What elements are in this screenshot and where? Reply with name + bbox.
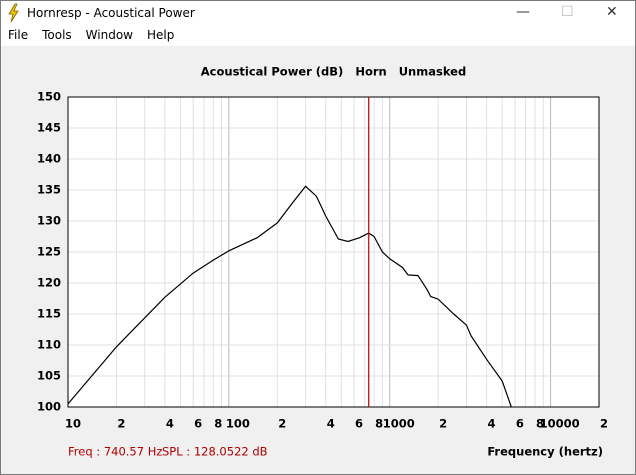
chart: Acoustical Power (dB) Horn Unmasked 10 2 4 6… bbox=[37, 65, 608, 459]
y-tick-label: 135 bbox=[37, 183, 61, 197]
x-tick-label: 10000 bbox=[540, 417, 580, 431]
window-title: Hornresp - Acoustical Power bbox=[27, 6, 195, 20]
x-tick-label: 4 bbox=[488, 417, 496, 431]
x-tick-label: 2 bbox=[439, 417, 447, 431]
x-tick-label: 100 bbox=[226, 417, 250, 431]
y-tick-label: 145 bbox=[37, 121, 61, 135]
x-tick-label: 10 bbox=[65, 417, 81, 431]
minimize-button[interactable]: — bbox=[516, 4, 530, 20]
menu-item[interactable]: File bbox=[8, 28, 29, 42]
y-tick-label: 100 bbox=[37, 400, 61, 414]
x-tick-label: 2 bbox=[117, 417, 125, 431]
y-tick-label: 130 bbox=[37, 214, 61, 228]
app-icon bbox=[8, 3, 19, 23]
chart-title: Acoustical Power (dB) Horn Unmasked bbox=[201, 65, 466, 79]
x-tick-label: 8 bbox=[214, 417, 222, 431]
y-tick-label: 140 bbox=[37, 152, 61, 166]
menu-item[interactable]: Tools bbox=[42, 28, 72, 42]
menu-item[interactable]: Window bbox=[85, 28, 133, 42]
cursor-freq: Freq : 740.57 Hz bbox=[68, 445, 162, 459]
plot-border bbox=[67, 96, 600, 408]
maximize-button[interactable]: ☐ bbox=[561, 4, 574, 20]
menu-item[interactable]: Help bbox=[146, 28, 175, 42]
x-tick-label: 6 bbox=[516, 417, 524, 431]
x-tick-label: 8 bbox=[375, 417, 383, 431]
title-bar: Hornresp - Acoustical Power — ☐ ✕ bbox=[1, 1, 635, 26]
y-tick-label: 150 bbox=[37, 90, 61, 104]
menu-bar: File Tools Window Help bbox=[1, 26, 635, 46]
x-tick-label: 8 bbox=[536, 417, 544, 431]
x-tick-label: 2 bbox=[600, 417, 608, 431]
x-tick-label: 1000 bbox=[383, 417, 415, 431]
y-tick-label: 110 bbox=[37, 338, 61, 352]
x-tick-label: 6 bbox=[194, 417, 202, 431]
x-tick-label: 4 bbox=[166, 417, 174, 431]
x-tick-label: 4 bbox=[327, 417, 335, 431]
cursor-spl: SPL : 128.0522 dB bbox=[162, 445, 268, 459]
close-button[interactable]: ✕ bbox=[606, 4, 618, 20]
y-tick-label: 120 bbox=[37, 276, 61, 290]
y-tick-label: 125 bbox=[37, 245, 61, 259]
x-tick-label: 6 bbox=[355, 417, 363, 431]
x-axis-label: Frequency (hertz) bbox=[487, 445, 603, 459]
x-tick-label: 2 bbox=[278, 417, 286, 431]
y-tick-label: 115 bbox=[37, 307, 61, 321]
y-tick-label: 105 bbox=[37, 369, 61, 383]
